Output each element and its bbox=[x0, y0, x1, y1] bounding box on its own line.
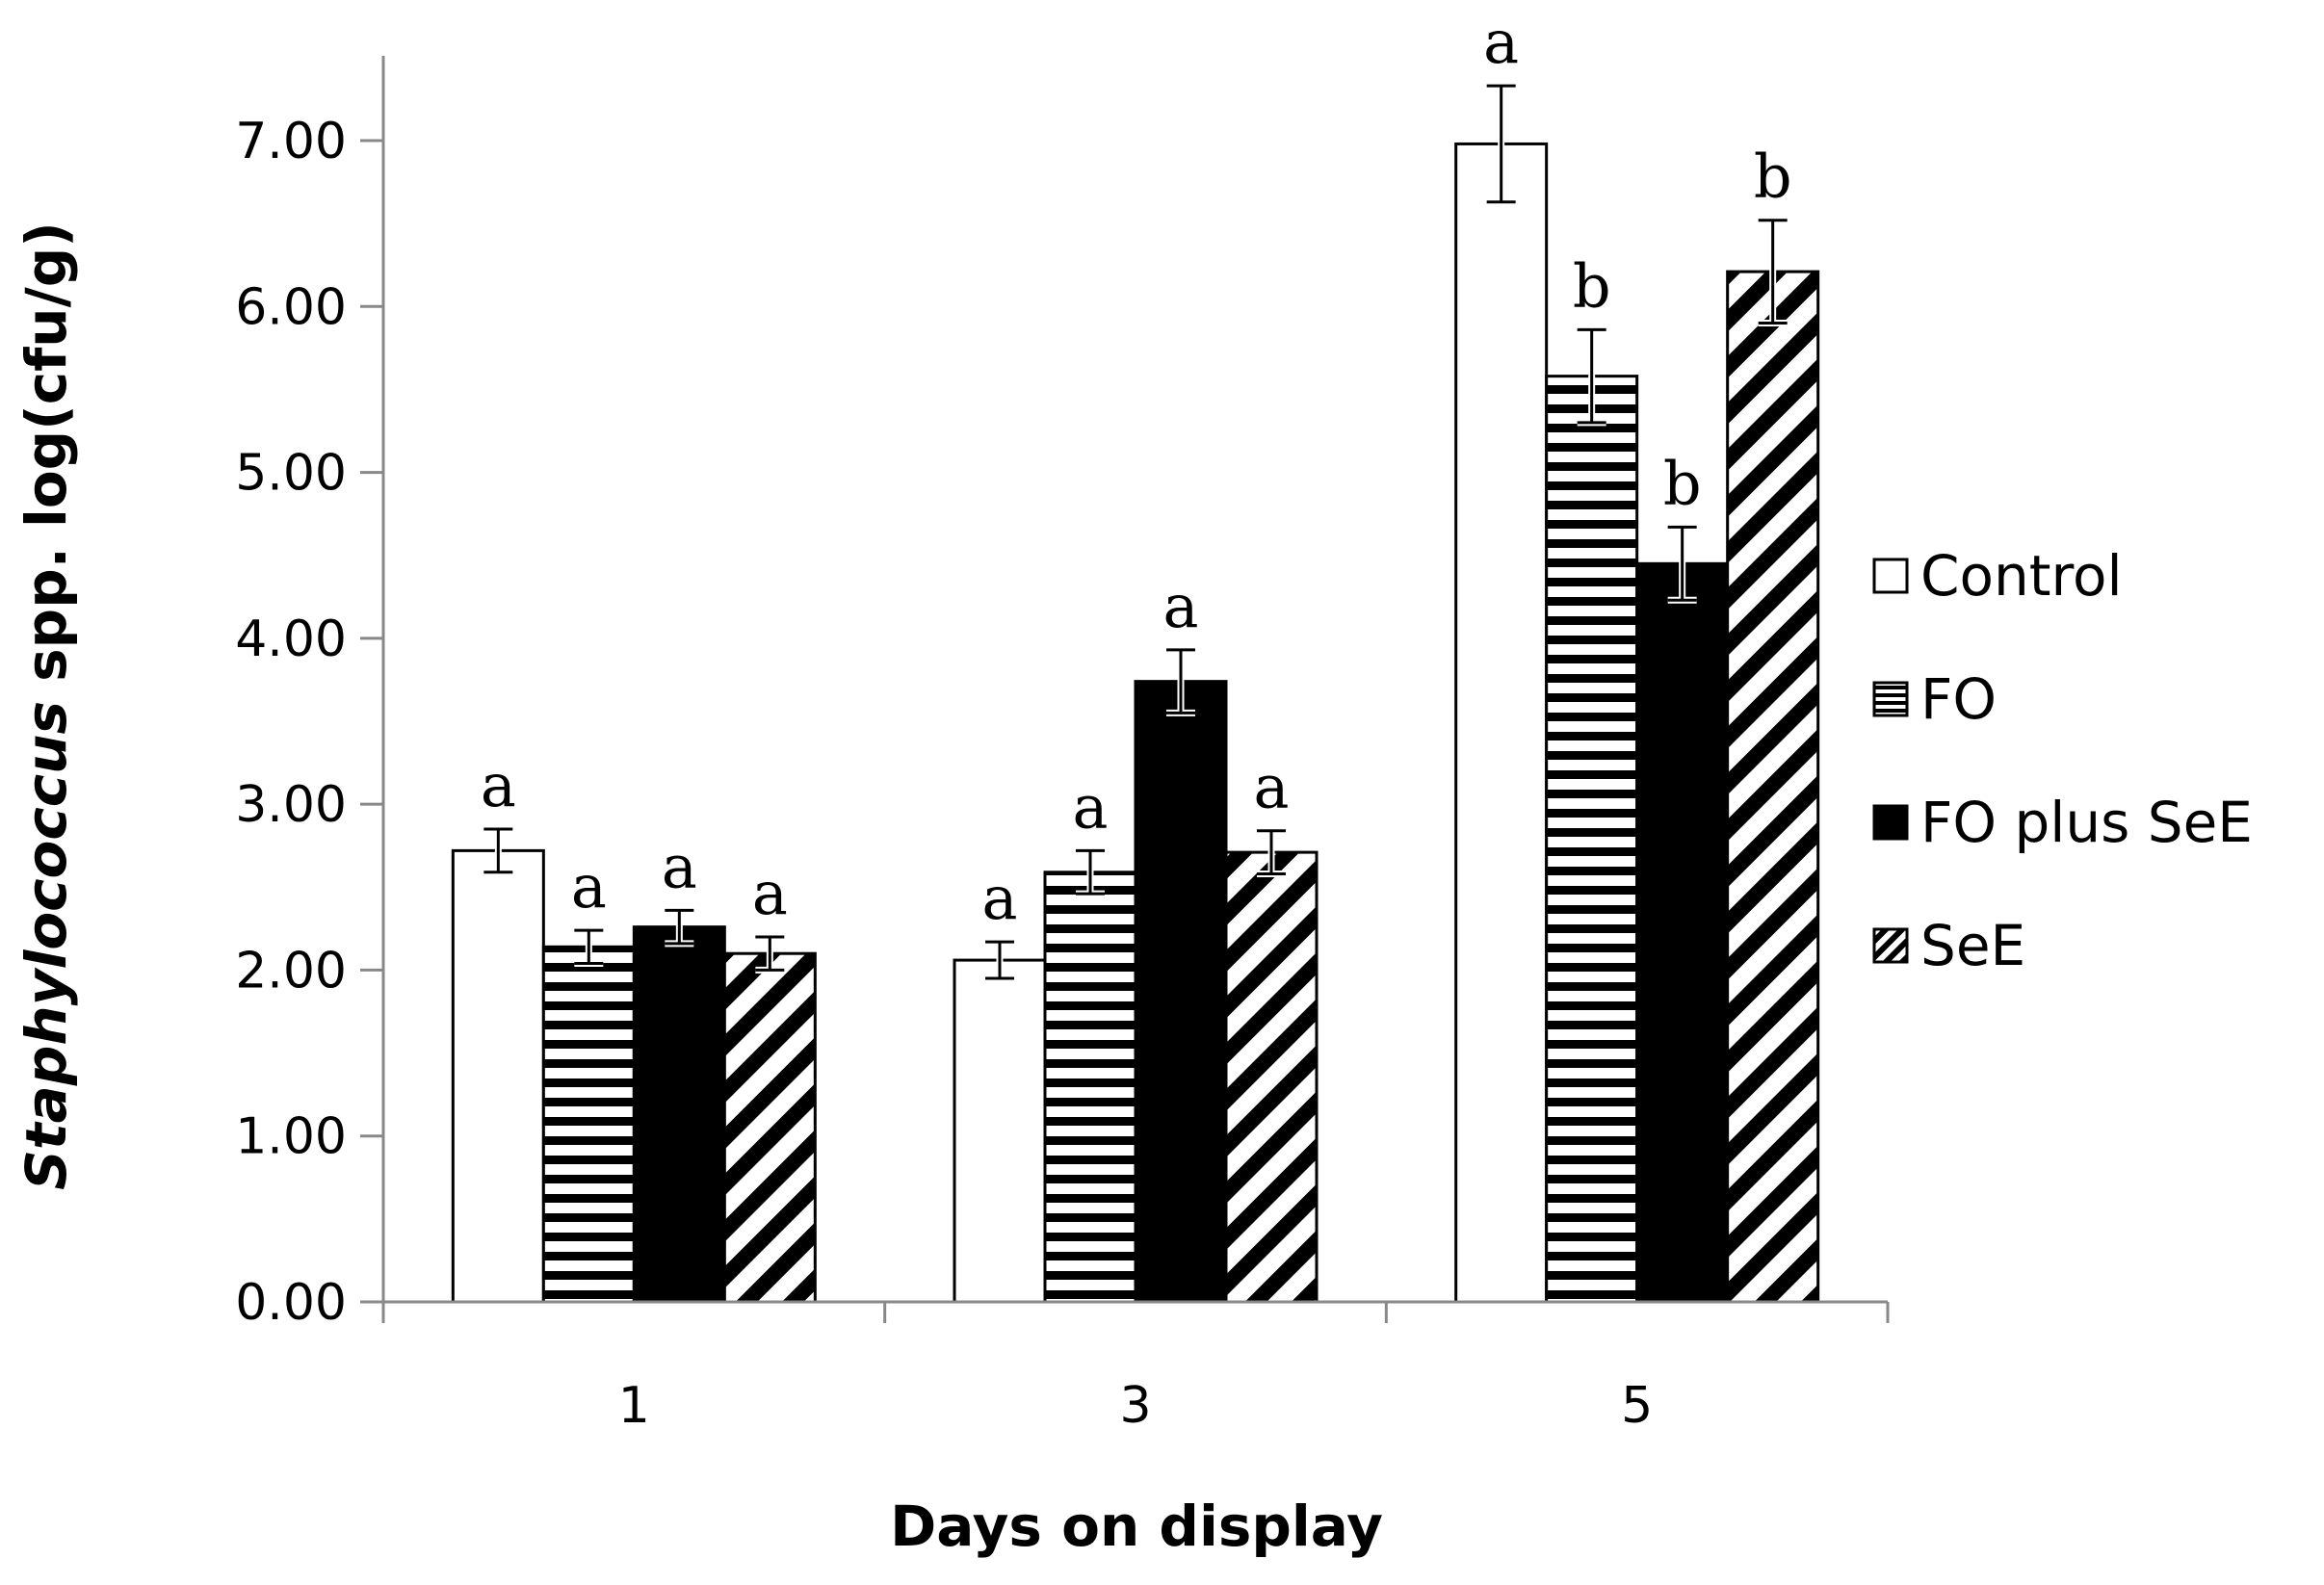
significance-letter: a bbox=[1483, 7, 1519, 77]
bar bbox=[722, 951, 817, 1304]
error-bar bbox=[483, 825, 513, 876]
bar bbox=[451, 848, 545, 1304]
legend: Control FO FO plus SeE SeE bbox=[1872, 543, 2253, 978]
bar bbox=[953, 958, 1047, 1304]
legend-label: Control bbox=[1920, 543, 2123, 609]
y-tick-label: 3.00 bbox=[235, 776, 347, 834]
bar bbox=[1545, 375, 1639, 1304]
x-tick-label: 3 bbox=[1119, 1377, 1151, 1435]
significance-letter: a bbox=[982, 863, 1018, 933]
error-bar bbox=[1667, 523, 1697, 604]
significance-letter: a bbox=[571, 851, 607, 922]
bar bbox=[1043, 870, 1137, 1304]
significance-letter: b bbox=[1573, 250, 1611, 321]
error-bar bbox=[755, 933, 785, 974]
significance-letter: a bbox=[481, 750, 516, 820]
bar bbox=[541, 945, 636, 1304]
bar bbox=[1454, 142, 1549, 1304]
significance-letter: a bbox=[662, 831, 697, 901]
error-bar bbox=[1758, 217, 1788, 327]
y-tick-label: 7.00 bbox=[235, 113, 347, 170]
y-tick-label: 1.00 bbox=[235, 1108, 347, 1166]
y-tick-label: 6.00 bbox=[235, 278, 347, 336]
significance-letter: a bbox=[1163, 571, 1199, 641]
legend-swatch bbox=[1872, 681, 1909, 717]
legend-item: SeE bbox=[1872, 913, 2025, 978]
legend-swatch bbox=[1872, 558, 1909, 594]
bar bbox=[1134, 680, 1228, 1304]
y-tick-label: 4.00 bbox=[235, 611, 347, 668]
legend-label: SeE bbox=[1920, 913, 2025, 978]
error-bar bbox=[574, 926, 604, 968]
legend-swatch bbox=[1872, 927, 1909, 964]
error-bar bbox=[665, 906, 694, 948]
significance-letter: b bbox=[1663, 448, 1702, 518]
y-tick-label: 5.00 bbox=[235, 445, 347, 503]
significance-letter: b bbox=[1754, 142, 1792, 212]
error-bar bbox=[1486, 82, 1516, 206]
error-bar bbox=[985, 938, 1014, 982]
bar bbox=[632, 925, 726, 1304]
legend-item: FO plus SeE bbox=[1872, 790, 2253, 855]
bar bbox=[1726, 270, 1820, 1304]
y-axis-title: Staphylococcus spp. log(cfu/g) bbox=[13, 221, 79, 1190]
x-tick-label: 5 bbox=[1621, 1377, 1653, 1435]
x-tick-label: 1 bbox=[618, 1377, 650, 1435]
significance-letter: a bbox=[1254, 752, 1290, 822]
significance-letter: a bbox=[752, 858, 788, 928]
x-axis-title: Days on display bbox=[890, 1494, 1383, 1559]
legend-item: FO bbox=[1872, 666, 1997, 732]
error-bar bbox=[1076, 846, 1105, 897]
y-tick-label: 2.00 bbox=[235, 942, 347, 1000]
bar bbox=[1224, 850, 1319, 1304]
legend-item: Control bbox=[1872, 543, 2123, 609]
significance-letter: a bbox=[1073, 771, 1109, 842]
error-bar bbox=[1257, 827, 1286, 878]
legend-swatch bbox=[1872, 804, 1909, 841]
error-bar bbox=[1577, 325, 1606, 427]
bar bbox=[1635, 561, 1730, 1304]
legend-label: FO bbox=[1920, 666, 1997, 732]
legend-label: FO plus SeE bbox=[1920, 790, 2253, 855]
error-bar bbox=[1166, 646, 1195, 716]
y-tick-label: 0.00 bbox=[235, 1274, 347, 1332]
